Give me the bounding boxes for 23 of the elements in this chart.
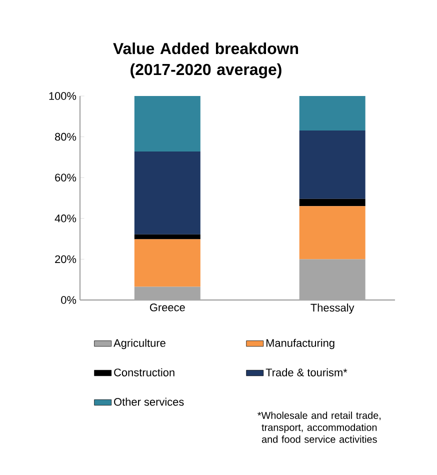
legend-label: Trade & tourism* xyxy=(266,368,348,376)
y-tick-label: 80% xyxy=(55,132,76,141)
x-tick-label: Thessaly xyxy=(310,304,354,314)
bar xyxy=(134,151,200,234)
chart-title: Value Added breakdown (2017-2020 average) xyxy=(113,42,298,78)
y-tick-label: 0% xyxy=(61,296,76,304)
legend-label: Other services xyxy=(114,398,184,406)
y-tick-label: 60% xyxy=(55,174,76,182)
x-tick-label: Greece xyxy=(150,304,185,312)
legend-label: Agriculture xyxy=(114,338,166,350)
bar xyxy=(134,96,200,152)
legend-label: Manufacturing xyxy=(266,338,334,350)
text: *Wholesale and retail trade, transport, accommodation and food service activities xyxy=(258,412,380,443)
y-tick-label: 40% xyxy=(54,214,76,222)
bar xyxy=(299,206,366,260)
bar xyxy=(134,234,200,240)
y-tick-label: 100% xyxy=(49,92,76,100)
bar xyxy=(299,198,366,206)
bar xyxy=(299,130,366,199)
legend-label: Construction xyxy=(114,368,174,376)
bar xyxy=(299,96,366,130)
bar xyxy=(134,239,200,287)
y-tick-label: 20% xyxy=(55,255,76,264)
